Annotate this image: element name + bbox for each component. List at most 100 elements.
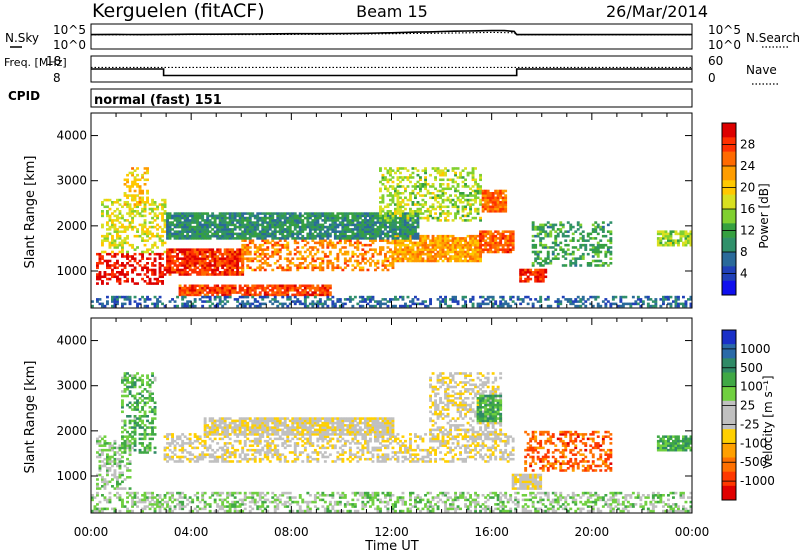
heatmap-cell: [238, 257, 242, 260]
heatmap-cell: [308, 234, 312, 238]
heatmap-cell: [424, 187, 427, 191]
heatmap-cell: [444, 187, 447, 191]
heatmap-cell: [484, 234, 488, 238]
heatmap-cell: [469, 257, 472, 260]
heatmap-cell: [456, 189, 460, 193]
heatmap-cell: [353, 246, 357, 249]
heatmap-cell: [288, 289, 292, 292]
heatmap-cell: [108, 442, 112, 445]
heatmap-cell: [601, 221, 605, 224]
heatmap-cell: [471, 169, 475, 172]
heatmap-cell: [394, 295, 397, 299]
heatmap-cell: [456, 185, 460, 188]
heatmap-cell: [501, 234, 505, 238]
heatmap-cell: [411, 234, 415, 238]
heatmap-cell: [298, 266, 302, 270]
heatmap-cell: [108, 228, 112, 231]
heatmap-cell: [113, 476, 117, 479]
heatmap-cell: [654, 304, 658, 308]
heatmap-cell: [258, 304, 262, 308]
heatmap-cell: [236, 273, 240, 276]
heatmap-cell: [231, 264, 235, 267]
heatmap-cell: [166, 259, 169, 263]
heatmap-cell: [669, 302, 673, 306]
heatmap-cell: [566, 230, 570, 233]
heatmap-cell: [476, 210, 480, 213]
heatmap-cell: [128, 194, 132, 197]
heatmap-cell: [128, 444, 132, 447]
heatmap-cell: [596, 246, 600, 249]
heatmap-cell: [491, 243, 495, 247]
heatmap-cell: [263, 232, 267, 236]
heatmap-cell: [208, 214, 212, 218]
heatmap-cell: [301, 237, 305, 240]
heatmap-cell: [416, 255, 420, 258]
heatmap-cell: [143, 300, 147, 303]
heatmap-cell: [394, 210, 397, 213]
heatmap-cell: [431, 196, 435, 200]
heatmap-cell: [591, 237, 595, 240]
power-region-13: [656, 230, 693, 247]
heatmap-cell: [494, 203, 498, 206]
heatmap-cell: [276, 241, 280, 245]
heatmap-cell: [384, 216, 387, 220]
heatmap-cell: [306, 221, 310, 224]
heatmap-cell: [494, 300, 498, 303]
heatmap-cell: [336, 212, 340, 215]
heatmap-cell: [121, 214, 124, 218]
heatmap-cell: [571, 239, 575, 242]
heatmap-cell: [181, 248, 185, 251]
heatmap-cell: [171, 250, 174, 254]
heatmap-cell: [233, 252, 237, 256]
heatmap-cell: [98, 473, 102, 477]
heatmap-cell: [419, 234, 422, 238]
heatmap-cell: [406, 176, 410, 179]
heatmap-cell: [549, 223, 553, 227]
heatmap-cell: [276, 214, 280, 218]
heatmap-cell: [364, 230, 367, 233]
heatmap-cell: [146, 446, 149, 450]
heatmap-cell: [206, 234, 210, 238]
heatmap-cell: [401, 232, 405, 236]
heatmap-cell: [166, 230, 169, 233]
heatmap-cell: [98, 469, 102, 472]
heatmap-cell: [371, 239, 375, 242]
heatmap-cell: [128, 207, 132, 211]
heatmap-cell: [133, 225, 137, 229]
heatmap-cell: [236, 214, 240, 218]
heatmap-cell: [406, 169, 410, 172]
heatmap-cell: [258, 219, 262, 222]
heatmap-cell: [96, 275, 99, 279]
heatmap-cell: [551, 250, 555, 254]
heatmap-cell: [559, 223, 563, 227]
heatmap-cell: [153, 243, 157, 247]
heatmap-cell: [356, 212, 360, 215]
power-region-14: [91, 295, 693, 308]
heatmap-cell: [253, 268, 257, 272]
heatmap-cell: [343, 234, 347, 238]
heatmap-cell: [481, 194, 485, 197]
heatmap-cell: [346, 230, 350, 233]
heatmap-cell: [569, 302, 573, 306]
heatmap-cell: [384, 266, 387, 270]
heatmap-cell: [399, 223, 402, 227]
heatmap-cell: [183, 248, 187, 251]
heatmap-cell: [181, 295, 185, 299]
heatmap-cell: [126, 237, 129, 240]
heatmap-cell: [441, 169, 445, 172]
heatmap-cell: [206, 248, 210, 251]
heatmap-cell: [579, 257, 583, 260]
heatmap-cell: [203, 228, 207, 231]
heatmap-cell: [376, 214, 380, 218]
heatmap-cell: [121, 216, 124, 220]
heatmap-cell: [176, 225, 179, 229]
heatmap-cell: [451, 185, 455, 188]
heatmap-cell: [228, 248, 232, 251]
heatmap-cell: [106, 467, 109, 470]
heatmap-cell: [521, 268, 525, 272]
heatmap-cell: [596, 241, 600, 245]
heatmap-cell: [496, 196, 500, 200]
heatmap-cell: [178, 262, 182, 265]
heatmap-cell: [236, 248, 240, 251]
